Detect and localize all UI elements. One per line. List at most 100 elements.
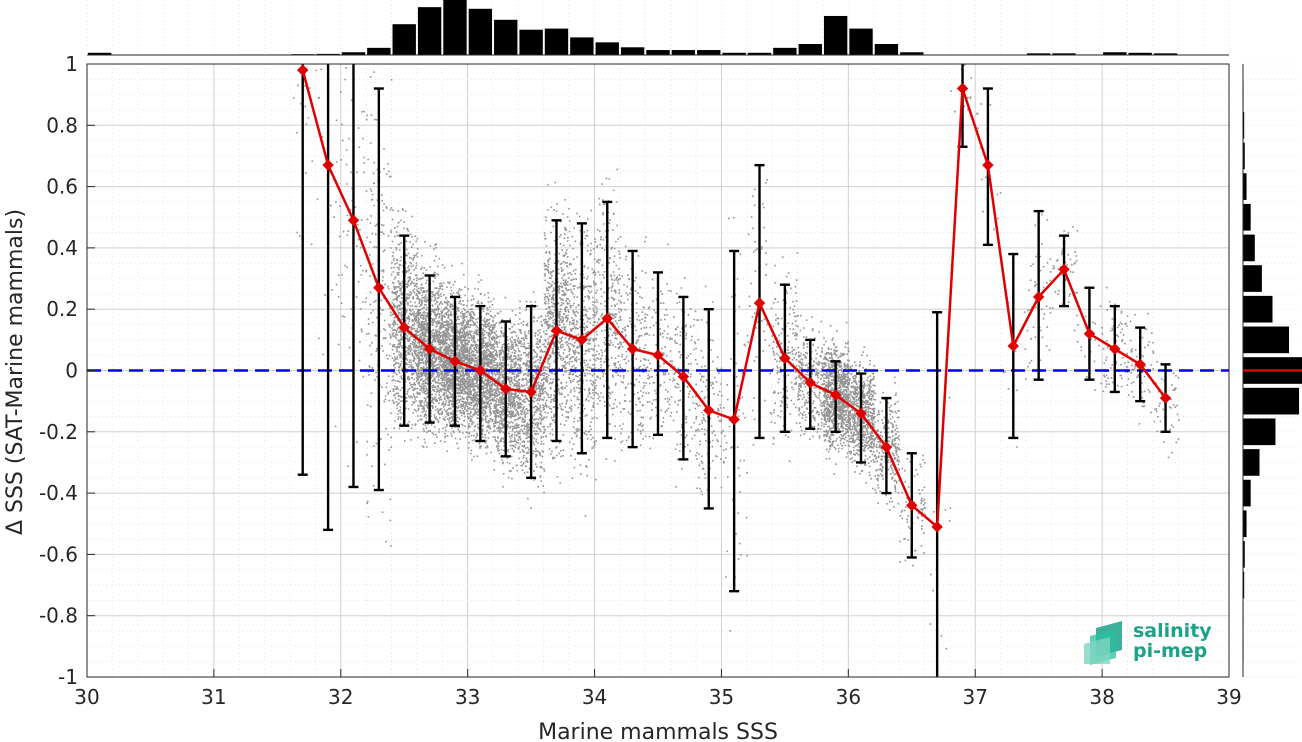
mean-point — [297, 64, 309, 76]
right-hist-bar — [1243, 449, 1260, 476]
top-hist-bar — [874, 44, 899, 55]
right-hist-bar — [1243, 326, 1290, 354]
x-tick-label: 38 — [1089, 685, 1114, 709]
mean-point — [1058, 263, 1070, 276]
right-hist-bar — [1243, 142, 1245, 170]
x-tick-label: 36 — [836, 685, 861, 709]
y-tick-label: -0.2 — [39, 420, 78, 444]
top-hist-bar — [570, 37, 594, 55]
mean-point — [880, 441, 893, 453]
x-tick-label: 30 — [74, 685, 99, 709]
top-hist-bar — [646, 50, 670, 55]
mean-point — [1134, 358, 1146, 371]
top-hist-bar — [417, 7, 442, 55]
mean-point — [982, 159, 994, 171]
top-hist-bar — [316, 53, 340, 55]
salinity-pi-mep-logo: salinity pi-mep — [1084, 620, 1212, 665]
top-hist-bar — [773, 47, 797, 55]
axes-ticks: 30 31 32 33 34 35 36 37 38 39 -1 -0.8 -0.6 -0.4 -0.2 0 0… — [39, 52, 1242, 709]
mean-point — [779, 352, 791, 364]
top-hist-bar — [367, 47, 391, 55]
top-hist-bar — [1026, 53, 1051, 55]
top-hist-bar — [722, 52, 746, 55]
mean-point — [753, 297, 766, 309]
right-hist-bar — [1243, 295, 1273, 323]
right-hist-bar — [1243, 203, 1251, 231]
x-tick-label: 39 — [1216, 685, 1241, 709]
mean-point — [525, 386, 537, 398]
scatter-cloud — [292, 64, 1180, 650]
top-hist-bar — [849, 28, 873, 55]
mean-point — [1083, 328, 1096, 340]
top-hist-bar — [1052, 53, 1076, 55]
right-hist-bar — [1243, 541, 1245, 568]
right-hist-bar — [1243, 387, 1300, 415]
y-tick-label: 0.4 — [46, 236, 78, 260]
x-tick-label: 34 — [582, 685, 607, 709]
right-hist-bar — [1243, 173, 1247, 200]
mean-point — [373, 282, 385, 294]
mean-point — [500, 383, 512, 395]
mean-point — [347, 214, 360, 227]
top-hist-bar — [443, 0, 467, 55]
y-tick-label: -0.4 — [39, 481, 78, 505]
mean-point — [1032, 291, 1045, 303]
mean-point — [829, 389, 842, 401]
mean-point — [1159, 392, 1172, 404]
top-hist-bar — [1103, 52, 1127, 55]
mean-point — [550, 324, 563, 337]
right-hist-bar — [1243, 510, 1247, 538]
top-hist-bar — [671, 50, 696, 55]
top-histogram — [86, 0, 1230, 56]
top-hist-bar — [798, 44, 822, 55]
y-axis-label: Δ SSS (SAT-Marine mammals) — [3, 209, 28, 535]
top-hist-bar — [88, 52, 112, 55]
mean-point — [906, 499, 918, 512]
x-tick-label: 31 — [201, 685, 226, 709]
top-hist-bar — [468, 8, 493, 56]
error-bars — [297, 64, 1171, 677]
mean-point — [1109, 343, 1121, 355]
mean-point — [576, 334, 588, 346]
mean-point — [956, 82, 969, 95]
right-hist-bar — [1243, 571, 1245, 599]
y-tick-label: 0.8 — [46, 113, 78, 137]
top-hist-bar — [697, 50, 721, 55]
top-hist-bar — [823, 15, 848, 55]
mean-point — [322, 159, 334, 171]
bin-mean-series — [297, 64, 1172, 533]
mean-point — [728, 413, 740, 426]
mean-point — [677, 370, 690, 383]
y-tick-label: -1 — [58, 665, 78, 689]
top-hist-bar — [544, 28, 569, 55]
top-hist-bar — [900, 52, 924, 55]
right-histogram — [1242, 63, 1302, 678]
logo-line-2: pi-mep — [1133, 640, 1207, 662]
mean-point — [474, 364, 487, 377]
mean-point — [855, 407, 867, 420]
mean-point — [931, 521, 943, 533]
x-tick-label: 35 — [709, 685, 734, 709]
top-hist-bar — [1128, 52, 1152, 55]
mean-point — [626, 343, 639, 355]
top-hist-bar — [620, 47, 645, 55]
top-hist-bar — [392, 24, 416, 55]
right-hist-bar — [1243, 234, 1255, 262]
y-tick-label: 0 — [65, 359, 78, 383]
right-hist-bar — [1243, 479, 1251, 507]
y-tick-label: 0.2 — [46, 297, 78, 321]
y-tick-label: -0.6 — [39, 542, 78, 566]
mean-point — [1007, 340, 1019, 352]
mean-point — [423, 343, 436, 355]
y-tick-label: 0.6 — [46, 175, 78, 199]
mean-point — [449, 355, 461, 368]
top-hist-bar — [341, 52, 366, 55]
y-tick-label: 1 — [65, 52, 78, 76]
top-hist-bar — [595, 42, 619, 55]
x-tick-label: 37 — [962, 685, 987, 709]
right-hist-bar — [1243, 111, 1245, 139]
right-hist-bar — [1243, 265, 1262, 292]
top-hist-bar — [1153, 53, 1178, 55]
top-hist-bar — [494, 19, 518, 55]
